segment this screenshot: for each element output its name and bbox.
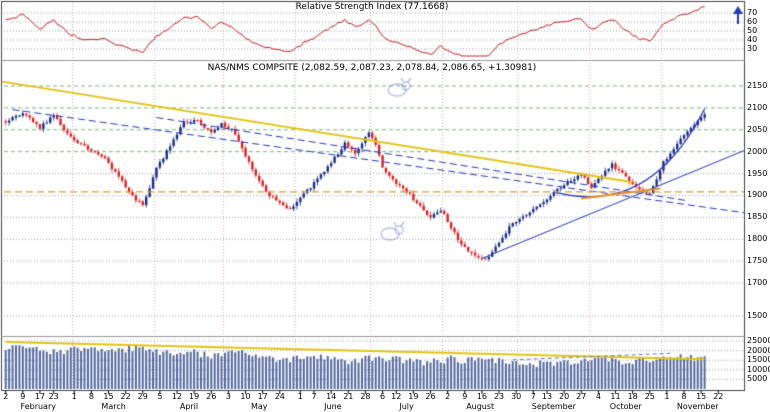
day-tick-label: 14	[326, 392, 337, 401]
day-tick-label: 23	[493, 392, 505, 401]
day-tick-label: 17	[34, 392, 46, 401]
day-tick-label: 20	[559, 392, 570, 401]
price-y-tick-label: 1950	[747, 168, 768, 178]
price-y-tick-label: 1500	[747, 311, 768, 320]
day-tick-label: 5	[157, 392, 163, 401]
volume-y-tick-label: 15000	[747, 355, 770, 365]
day-tick-label: 21	[343, 392, 354, 401]
day-tick-label: 2	[445, 392, 451, 401]
month-label: March	[101, 402, 126, 411]
day-tick-label: 15	[103, 392, 114, 401]
rsi-y-tick-label: 50	[747, 26, 758, 35]
month-label: February	[20, 402, 56, 411]
volume-y-tick-label: 25000	[747, 336, 770, 345]
price-y-tick-label: 1850	[747, 212, 768, 222]
day-tick-label: 12	[391, 392, 402, 401]
day-tick-label: 1	[664, 392, 670, 401]
month-label: September	[531, 402, 576, 411]
day-tick-label: 12	[171, 392, 183, 401]
month-label: May	[250, 402, 268, 411]
price-y-tick-label: 1900	[747, 190, 768, 200]
day-tick-label: 24	[274, 392, 285, 401]
month-label: July	[399, 402, 414, 411]
day-tick-label: 19	[189, 392, 200, 401]
price-y-tick-label: 2100	[747, 102, 768, 112]
day-tick-label: 1	[297, 392, 303, 401]
day-tick-label: 22	[713, 392, 724, 401]
day-tick-label: 22	[120, 392, 131, 401]
day-tick-label: 3	[225, 392, 231, 401]
day-tick-label: 9	[20, 392, 26, 401]
price-y-tick-label: 1700	[747, 278, 768, 287]
rsi-y-tick-label: 30	[747, 44, 758, 53]
day-tick-label: 17	[257, 392, 268, 401]
day-tick-label: 7	[311, 392, 317, 401]
price-y-tick-label: 2000	[747, 146, 768, 156]
day-tick-label: 29	[137, 392, 148, 401]
month-label: June	[324, 402, 342, 411]
day-tick-label: 6	[380, 392, 386, 401]
month-label: August	[466, 402, 495, 411]
rsi-y-tick-label: 60	[747, 17, 758, 26]
day-tick-label: 28	[360, 392, 371, 401]
day-tick-label: 8	[88, 392, 94, 401]
price-y-tick-label: 2150	[747, 81, 768, 90]
day-tick-label: 13	[541, 392, 553, 401]
month-label: October	[609, 402, 642, 411]
month-label: April	[179, 402, 199, 411]
day-tick-label: 16	[476, 392, 487, 401]
day-tick-label: 25	[644, 392, 655, 401]
day-tick-label: 26	[425, 392, 436, 401]
day-tick-label: 18	[627, 392, 638, 401]
month-label: November	[676, 402, 719, 411]
day-tick-label: 1	[71, 392, 77, 401]
day-tick-label: 8	[681, 392, 687, 401]
day-tick-label: 9	[462, 392, 468, 401]
day-tick-label: 27	[576, 392, 587, 401]
day-tick-label: 10	[240, 392, 251, 401]
rsi-y-tick-label: 40	[747, 35, 758, 44]
day-tick-label: 7	[530, 392, 536, 401]
day-tick-label: 19	[408, 392, 419, 401]
volume-y-tick-label: 20000	[747, 345, 770, 355]
day-tick-label: 23	[48, 392, 59, 401]
day-tick-label: 30	[511, 392, 522, 401]
day-tick-label: 4	[595, 392, 601, 401]
price-y-tick-label: 1750	[747, 256, 768, 266]
rsi-y-tick-label: 70	[747, 8, 758, 17]
day-tick-label: 15	[696, 392, 707, 401]
day-tick-label: 11	[610, 392, 621, 401]
day-tick-label: 26	[206, 392, 217, 401]
volume-y-tick-label: 10000	[747, 364, 770, 374]
price-y-tick-label: 2050	[747, 124, 768, 134]
day-tick-label: 2	[3, 392, 9, 401]
volume-y-tick-label: 5000	[747, 374, 768, 384]
price-y-tick-label: 1800	[747, 234, 768, 244]
